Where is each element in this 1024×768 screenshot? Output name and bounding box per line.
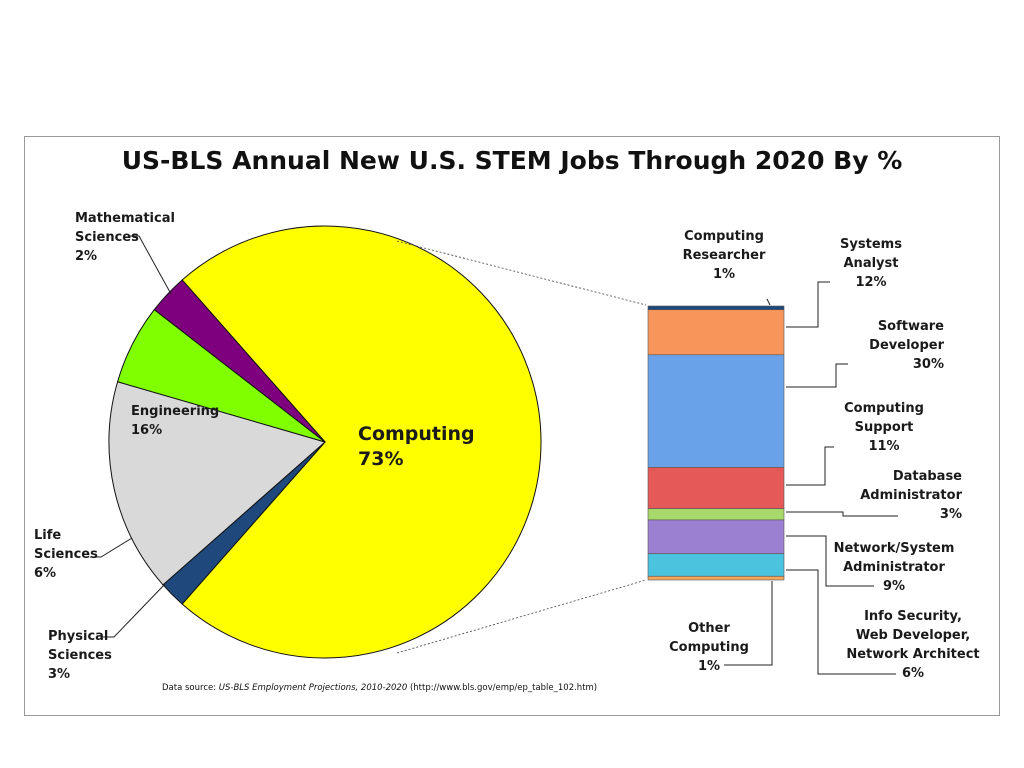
- zoom-line-bottom: [396, 579, 647, 654]
- leader-physical: [103, 583, 166, 638]
- label-systems-analyst: Systems Analyst 12%: [840, 237, 902, 290]
- leader-support: [786, 446, 834, 486]
- bar-segment-info-security-web-developer-network-architect: [647, 553, 785, 577]
- label-computing-support: Computing Support 11%: [844, 401, 924, 454]
- pie-slice-physical-sciences: [153, 279, 326, 443]
- pie-slice-engineering: [108, 381, 327, 586]
- leader-database: [786, 511, 898, 517]
- pie-chart: [108, 225, 542, 659]
- leader-math: [128, 235, 172, 295]
- label-computing: Computing 73%: [358, 423, 475, 470]
- bar-segment-computing-researcher: [647, 305, 785, 311]
- stacked-bar: [647, 305, 785, 581]
- label-physical-sciences: Physical Sciences 3%: [48, 629, 112, 682]
- leader-software: [786, 363, 848, 388]
- leader-researcher: [766, 298, 771, 306]
- label-leader-lines: [90, 235, 898, 675]
- leader-network: [786, 535, 874, 587]
- label-mathematical-sciences: Mathematical Sciences 2%: [75, 211, 175, 264]
- bar-segment-software-developer: [647, 354, 785, 468]
- pie-slice-computing: [181, 225, 542, 659]
- bar-segment-network-system-administrator: [647, 519, 785, 555]
- label-engineering: Engineering 16%: [131, 404, 220, 438]
- source-prefix: Data source:: [162, 683, 219, 693]
- bar-segment-computing-support: [647, 467, 785, 509]
- leader-other: [724, 581, 773, 666]
- bar-segment-systems-analyst: [647, 309, 785, 356]
- label-life-sciences: Life Sciences 6%: [34, 528, 98, 581]
- label-network-system-administrator: Network/System Administrator 9%: [833, 541, 955, 594]
- bar-segment-other-computing: [647, 575, 785, 581]
- chart-title: US-BLS Annual New U.S. STEM Jobs Through…: [121, 146, 903, 175]
- data-source-note: Data source: US-BLS Employment Projectio…: [162, 683, 597, 693]
- label-info-security: Info Security, Web Developer, Network Ar…: [846, 609, 980, 681]
- zoom-line-top: [396, 240, 647, 306]
- label-other-computing: Other Computing 1%: [669, 621, 749, 674]
- bar-segment-database-administrator: [647, 508, 785, 521]
- source-url: (http://www.bls.gov/emp/ep_table_102.htm…: [407, 683, 598, 693]
- source-title: US-BLS Employment Projections, 2010-2020: [218, 683, 408, 693]
- label-database-administrator: Database Administrator 3%: [860, 469, 962, 522]
- zoom-connector-lines: [396, 240, 647, 654]
- leader-infosec: [786, 569, 896, 675]
- leader-life: [90, 537, 133, 558]
- leader-analyst: [786, 281, 830, 328]
- chart-frame: [24, 136, 1000, 716]
- label-computing-researcher: Computing Researcher 1%: [682, 229, 766, 282]
- label-software-developer: Software Developer 30%: [869, 319, 944, 372]
